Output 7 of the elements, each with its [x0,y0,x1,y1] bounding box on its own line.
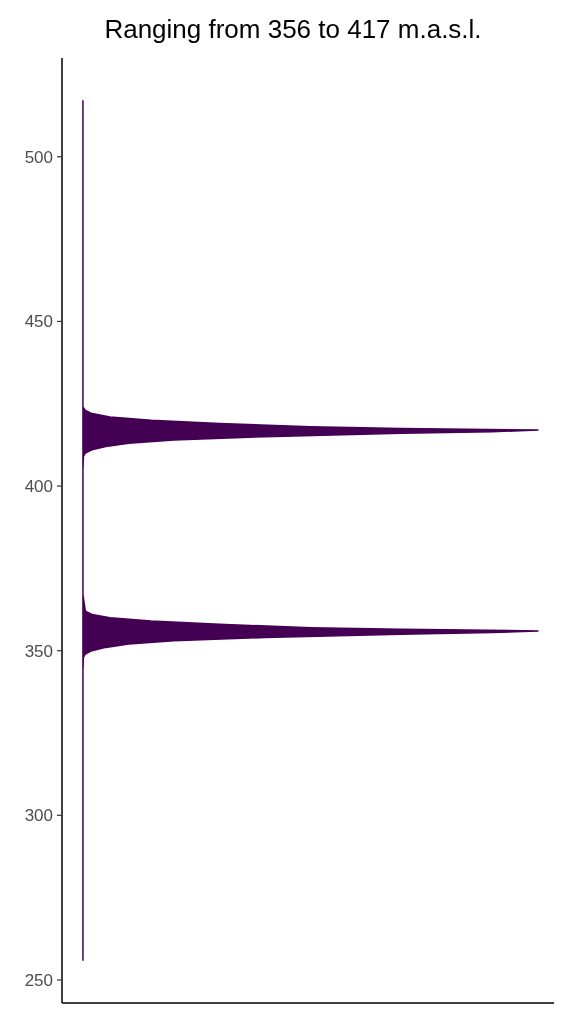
chart-title: Ranging from 356 to 417 m.a.s.l. [104,14,482,44]
y-tick-label: 350 [24,641,53,661]
y-tick-label: 450 [24,312,53,332]
y-tick-label: 250 [24,970,53,990]
y-tick-label: 500 [24,147,53,167]
y-tick-label: 400 [24,477,53,496]
y-tick-label: 300 [24,806,53,826]
